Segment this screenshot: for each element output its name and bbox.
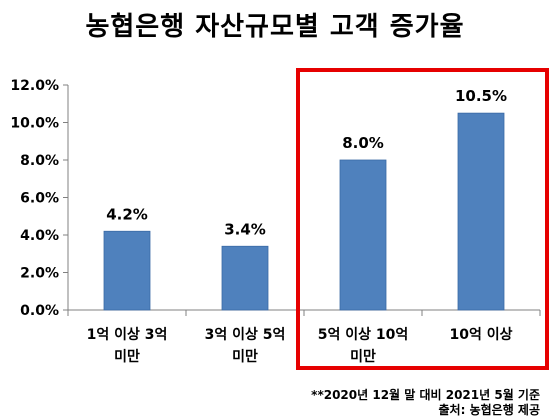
- x-tick-label-line1: 3억 이상 5억: [204, 327, 286, 343]
- x-tick-label: 10억 이상: [422, 324, 540, 346]
- y-tick-label: 0.0%: [20, 303, 59, 319]
- y-tick-label: 6.0%: [20, 191, 59, 207]
- data-label: 3.4%: [224, 220, 266, 238]
- data-label: 8.0%: [342, 134, 384, 152]
- footnote-basis: **2020년 12월 말 대비 2021년 5월 기준: [311, 388, 540, 402]
- footnote-source: 출처: 농협은행 제공: [438, 403, 540, 417]
- y-tick-label: 12.0%: [10, 78, 59, 94]
- x-tick-label-line1: 5억 이상 10억: [317, 327, 409, 343]
- x-tick-label-line2: 미만: [114, 349, 140, 365]
- bar: [457, 112, 505, 311]
- x-tick-label-line1: 1억 이상 3억: [86, 327, 168, 343]
- bar: [339, 159, 387, 311]
- x-tick-label-line1: 10억 이상: [449, 327, 513, 343]
- bar: [103, 230, 151, 311]
- data-label: 4.2%: [106, 205, 148, 223]
- y-tick-label: 4.0%: [20, 228, 59, 244]
- y-tick-label: 10.0%: [10, 116, 59, 132]
- x-tick-label-line2: 미만: [350, 349, 376, 365]
- bar: [221, 245, 269, 311]
- x-tick-label-line2: 미만: [232, 349, 258, 365]
- data-label: 10.5%: [455, 87, 507, 105]
- y-tick-label: 2.0%: [20, 266, 59, 282]
- chart-title: 농협은행 자산규모별 고객 증가율: [85, 12, 465, 42]
- highlight-box: [296, 68, 549, 370]
- y-tick-label: 8.0%: [20, 153, 59, 169]
